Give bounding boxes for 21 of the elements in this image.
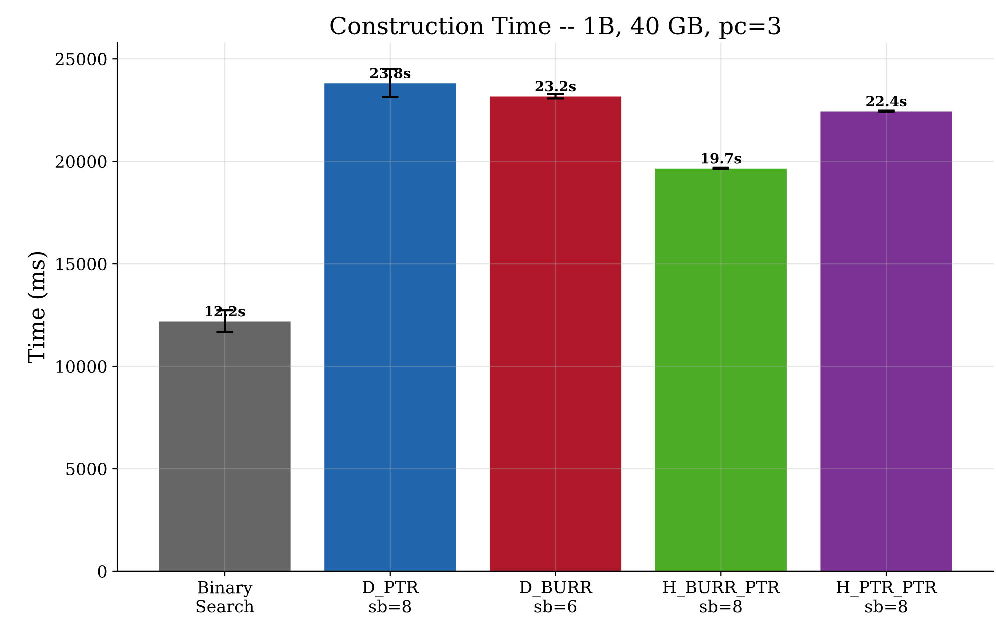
bar: [324, 82, 457, 572]
bar: [158, 321, 292, 572]
y-tick-label: 25000: [56, 53, 107, 66]
x-tick-label: D_BURR sb=6: [520, 581, 593, 613]
annotation: 19.7s: [702, 153, 742, 164]
x-tick-label: H_BURR_PTR sb=8: [663, 581, 780, 613]
bar: [820, 111, 954, 572]
y-tick-label: 5000: [66, 462, 107, 476]
y-tick-label: 0: [98, 565, 107, 578]
x-tick-label: D_PTR sb=8: [363, 581, 420, 613]
y-axis-title: Time (ms): [28, 252, 48, 364]
chart-title: Construction Time -- 1B, 40 GB, pc=3: [330, 16, 780, 40]
y-tick-label: 10000: [56, 360, 107, 374]
x-tick-label: H_PTR_PTR sb=8: [836, 581, 938, 613]
bar: [654, 168, 788, 572]
x-tick-label: Binary Search: [196, 581, 254, 613]
y-tick-label: 15000: [56, 258, 107, 271]
bar: [489, 96, 622, 572]
annotation: 22.4s: [866, 96, 907, 107]
annotation: 23.2s: [536, 81, 576, 92]
y-tick-label: 20000: [56, 156, 107, 168]
